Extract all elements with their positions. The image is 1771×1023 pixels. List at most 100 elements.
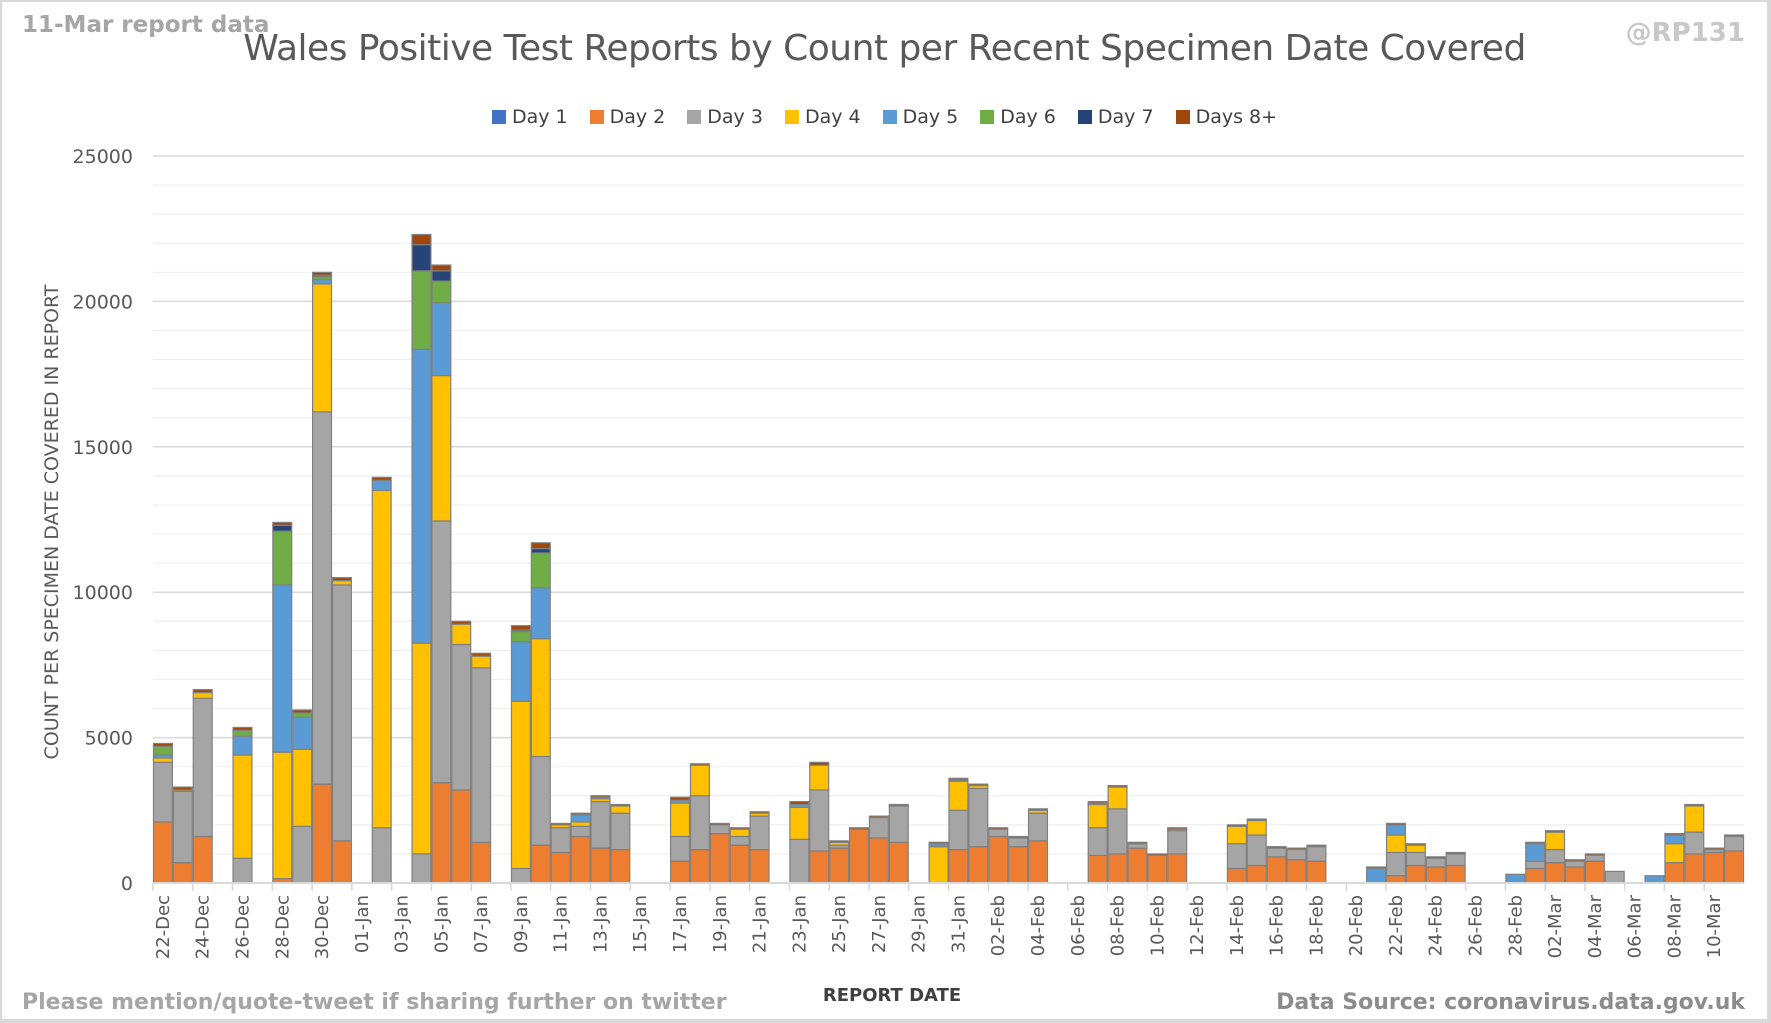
bar-segment-day-5 [292,716,313,750]
bar-segment-day-4 [192,691,213,699]
bar-segment-days-8- [1664,832,1685,836]
bar-segment-day-2 [1385,875,1407,884]
bar-segment-days-8- [272,521,293,526]
legend-item: Day 5 [882,106,958,128]
legend-swatch [1175,110,1190,124]
bar-segment-day-2 [749,848,770,884]
bar-segment-days-8- [152,742,173,747]
bar-segment-day-3 [1167,830,1188,855]
bar-segment-days-8- [610,803,631,807]
bar-segment-day-3 [1306,846,1327,862]
bar-segment-day-3 [809,789,830,852]
bar-segment-days-8- [1087,800,1108,804]
bar-segment-days-8- [948,777,969,781]
bar-segment-day-5 [431,302,452,377]
bar-segment-days-8- [411,233,432,246]
bar-segment-day-2 [550,851,571,884]
bar-segment-day-6 [292,712,313,718]
bar-segment-days-8- [471,652,492,657]
bar-segment-day-4 [948,780,969,811]
bar-segment-days-8- [1425,856,1446,859]
bar-segment-day-4 [928,846,949,884]
x-tick-label: 10-Mar [1704,894,1725,958]
bar-segment-day-3 [948,809,969,851]
bar-segment-days-8- [530,542,551,550]
bar-segment-days-8- [789,800,810,806]
bar-segment-day-4 [1246,819,1267,836]
legend-swatch [491,110,506,124]
bar-segment-day-7 [431,270,452,282]
x-tick-label: 31-Jan [948,895,969,953]
bar-segment-day-3 [1226,843,1247,870]
x-tick-label: 27-Jan [869,895,890,953]
bar-segment-day-3 [988,828,1009,838]
bar-segment-day-6 [530,552,551,589]
bar-segment-days-8- [829,840,850,843]
bar-segment-day-4 [669,802,691,838]
y-tick-label: 5000 [85,728,133,750]
bar-segment-day-2 [1127,847,1148,884]
bar-segment-day-4 [729,828,750,838]
bar-segment-day-7 [272,524,293,532]
bar-segment-day-6 [232,729,253,737]
bar-segment-days-8- [510,625,531,631]
bar-segment-day-3 [1087,827,1108,856]
x-tick-label: 06-Mar [1625,894,1646,958]
bar-segment-day-4 [152,757,173,763]
bar-segment-day-2 [729,844,750,884]
x-tick-label: 24-Feb [1426,895,1447,956]
bar-segment-day-3 [172,790,193,864]
bar-segment-day-2 [1584,860,1605,884]
bar-segment-day-2 [988,835,1009,884]
x-tick-label: 11-Jan [551,895,572,953]
bar-segment-day-3 [1584,854,1605,862]
bar-segment-day-2 [1226,867,1247,884]
bar-segment-day-2 [1266,856,1287,884]
bar-segment-day-2 [888,841,909,884]
bar-segment-days-8- [888,803,909,807]
bar-segment-days-8- [1445,851,1466,855]
legend-swatch [784,110,799,124]
bar-segment-days-8- [1008,835,1029,839]
y-tick-label: 25000 [73,146,133,168]
bar-segment-days-8- [590,795,611,798]
bar-segment-days-8- [1147,853,1168,856]
bar-segment-day-3 [371,827,392,884]
bar-segment-day-3 [530,755,551,846]
bar-segment-day-2 [172,862,193,884]
bar-segment-days-8- [312,271,333,276]
x-tick-label: 24-Dec [193,895,214,959]
bar-segment-day-2 [1147,854,1168,884]
bar-segment-day-5 [272,584,293,753]
bar-segment-days-8- [749,811,770,814]
bar-segment-day-2 [192,835,213,884]
bar-segment-day-3 [1405,851,1426,867]
bar-segment-day-3 [411,853,432,884]
bar-segment-day-2 [1107,853,1128,884]
x-tick-label: 03-Jan [392,895,413,953]
bar-segment-day-2 [152,821,173,884]
bar-segment-day-3 [431,520,452,784]
bar-segment-day-6 [152,745,173,756]
bar-segment-day-3 [550,827,571,854]
bar-segment-days-8- [1405,843,1426,846]
chart-title: Wales Positive Test Reports by Count per… [243,28,1526,69]
bar-segment-days-8- [1564,859,1585,862]
x-tick-label: 15-Jan [630,895,651,953]
bar-segment-day-4 [272,751,293,880]
bar-segment-day-2 [1445,864,1466,884]
bar-segment-days-8- [1127,841,1148,845]
bar-segment-days-8- [1704,847,1725,851]
legend-swatch [980,110,995,124]
bar-segment-day-3 [1127,843,1148,849]
bar-segment-day-5 [1644,875,1665,884]
bar-segment-days-8- [1226,824,1247,827]
bar-segment-days-8- [709,822,730,826]
bar-segment-day-3 [590,800,611,849]
bar-segment-day-5 [1385,824,1407,836]
bar-segment-days-8- [1545,830,1566,833]
bar-segment-day-4 [471,655,492,669]
bar-segment-day-2 [471,841,492,884]
x-tick-label: 29-Jan [909,895,930,953]
bar-segment-day-4 [1226,825,1247,845]
